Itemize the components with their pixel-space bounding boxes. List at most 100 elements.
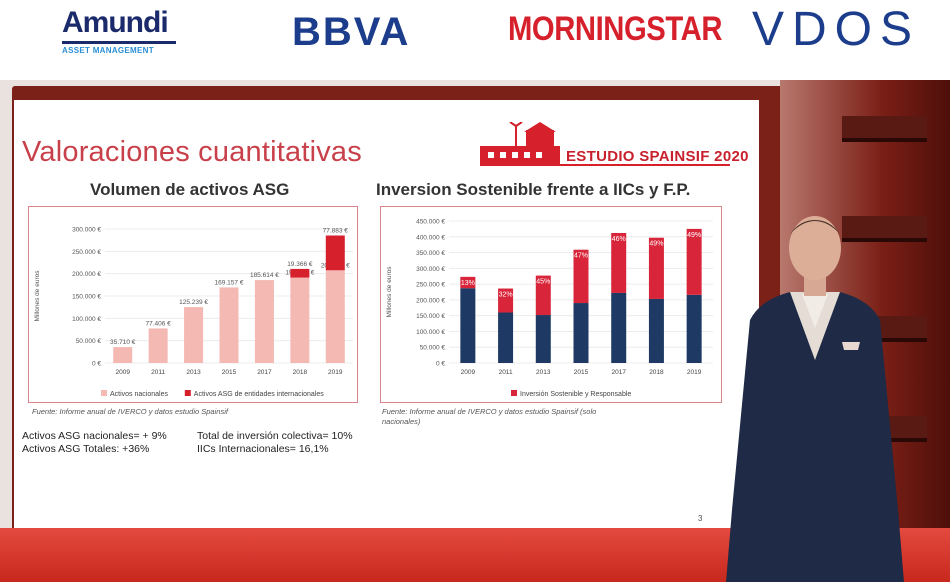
amundi-logo: Amundi ASSET MANAGEMENT	[62, 8, 176, 55]
legend-label: Activos ASG de entidades internacionales	[194, 391, 324, 398]
y-tick-label: 300.000 €	[416, 266, 445, 273]
study-badge: ESTUDIO SPAINSIF 2020	[480, 121, 748, 166]
legend-swatch	[184, 390, 191, 396]
y-axis-title: Millones de euros	[34, 270, 41, 322]
x-tick-label: 2009	[115, 369, 130, 376]
amundi-logo-subtitle: ASSET MANAGEMENT	[62, 41, 176, 55]
data-label: 19.366 €	[287, 261, 313, 268]
data-label: 49%	[649, 241, 663, 248]
sustainable-chart-heading: Inversion Sostenible frente a IICs y F.P…	[376, 180, 691, 199]
bar-segment	[573, 249, 589, 304]
wall-shelf	[842, 216, 927, 242]
bar-segment	[611, 292, 627, 363]
bar-segment	[219, 287, 239, 363]
y-tick-label: 50.000 €	[76, 338, 102, 345]
x-tick-label: 2015	[574, 369, 589, 376]
sponsor-strip: Amundi ASSET MANAGEMENT BBVA MORNINGSTAR…	[0, 0, 950, 80]
page-number: 3	[698, 514, 703, 523]
x-tick-label: 2019	[687, 369, 702, 376]
data-label: 46%	[612, 236, 626, 243]
bbva-logo: BBVA	[292, 10, 411, 54]
data-label: 77.883 €	[323, 227, 349, 234]
data-label: 47%	[574, 253, 588, 260]
bar-segment	[648, 298, 664, 363]
bar-segment	[535, 315, 551, 363]
x-tick-label: 2017	[611, 369, 626, 376]
y-tick-label: 50.000 €	[420, 345, 446, 352]
vdos-logo: VDOS	[752, 3, 921, 56]
legend-label: Activos nacionales	[110, 391, 168, 398]
y-tick-label: 400.000 €	[416, 234, 445, 241]
x-tick-label: 2018	[649, 369, 664, 376]
bar-segment	[686, 228, 702, 295]
asg-volume-chart: 0 € 50.000 € 100.000 € 150.000 € 200.000 € 25…	[28, 206, 358, 403]
bar-segment	[290, 277, 310, 363]
x-tick-label: 2018	[293, 369, 308, 376]
presentation-slide: Valoraciones cuantitativas ESTUDIO SPAIN…	[14, 100, 759, 528]
x-tick-label: 2013	[536, 369, 551, 376]
sustainable-investment-chart: 0 € 50.000 € 100.000 € 150.000 € 200.000 € 25…	[380, 206, 722, 403]
y-tick-label: 250.000 €	[416, 282, 445, 289]
study-badge-graphic	[480, 121, 730, 166]
data-label: 185.614 €	[250, 272, 279, 279]
bar-segment	[686, 294, 702, 363]
y-tick-label: 350.000 €	[416, 250, 445, 257]
y-tick-label: 200.000 €	[416, 297, 445, 304]
y-tick-label: 150.000 €	[72, 294, 101, 301]
data-label: 32%	[499, 292, 513, 299]
y-tick-label: 100.000 €	[72, 316, 101, 323]
amundi-logo-name: Amundi	[62, 6, 169, 39]
x-tick-label: 2017	[257, 369, 272, 376]
y-tick-label: 0 €	[92, 361, 101, 368]
bar-segment	[648, 237, 664, 299]
y-tick-label: 200.000 €	[72, 271, 101, 278]
data-label: 125.239 €	[179, 299, 208, 306]
asg-chart-source: Fuente: Informe anual de IVERCO y datos …	[32, 407, 228, 416]
study-label: ESTUDIO SPAINSIF 2020	[566, 148, 749, 165]
bar-segment	[535, 275, 551, 316]
data-label: 77.406 €	[145, 320, 171, 327]
collective-investment-stats: Total de inversión colectiva= 10% IICs I…	[197, 430, 353, 456]
stat-line: Total de inversión colectiva= 10%	[197, 430, 353, 442]
x-tick-label: 2019	[328, 369, 343, 376]
sustainable-investment-chart-svg: 0 € 50.000 € 100.000 € 150.000 € 200.000 € 25…	[386, 219, 713, 398]
bar-segment	[573, 303, 589, 363]
bar-segment	[325, 235, 345, 271]
wall-shelf	[842, 116, 927, 142]
asg-volume-chart-svg: 0 € 50.000 € 100.000 € 150.000 € 200.000 € 25…	[34, 227, 353, 398]
y-tick-label: 150.000 €	[416, 313, 445, 320]
bar-segment	[254, 280, 274, 363]
y-tick-label: 100.000 €	[416, 329, 445, 336]
y-tick-label: 300.000 €	[72, 227, 101, 234]
bar-segment	[460, 288, 476, 363]
bar-segment	[611, 232, 627, 293]
y-tick-label: 450.000 €	[416, 219, 445, 226]
asg-growth-stats: Activos ASG nacionales= + 9% Activos ASG…	[22, 430, 167, 456]
legend-swatch	[101, 390, 107, 396]
bar-segment	[498, 288, 514, 313]
sustainable-chart-source: Fuente: Informe anual de IVERCO y datos …	[382, 407, 597, 426]
legend-swatch	[511, 390, 517, 396]
data-label: 45%	[536, 279, 550, 286]
bar-segment	[498, 312, 514, 363]
x-tick-label: 2009	[461, 369, 476, 376]
x-tick-label: 2015	[222, 369, 237, 376]
stat-line: Activos ASG nacionales= + 9%	[22, 430, 167, 442]
stat-line: IICs Internacionales= 16,1%	[197, 443, 329, 455]
data-label: 35.710 €	[110, 339, 136, 346]
bar-segment	[148, 328, 168, 363]
bar-segment	[325, 270, 345, 363]
asg-chart-heading: Volumen de activos ASG	[90, 180, 290, 199]
morningstar-logo: MORNINGSTAR	[508, 10, 723, 48]
legend-label: Inversión Sostenible y Responsable	[520, 391, 631, 398]
x-tick-label: 2011	[499, 369, 513, 376]
data-label: 49%	[687, 232, 701, 239]
bar-segment	[290, 268, 310, 278]
bar-segment	[184, 307, 204, 363]
presenter	[726, 216, 904, 582]
x-tick-label: 2013	[186, 369, 201, 376]
data-label: 169.157 €	[215, 279, 244, 286]
y-axis-title: Millones de euros	[386, 266, 393, 318]
stat-line: Activos ASG Totales: +36%	[22, 443, 150, 455]
